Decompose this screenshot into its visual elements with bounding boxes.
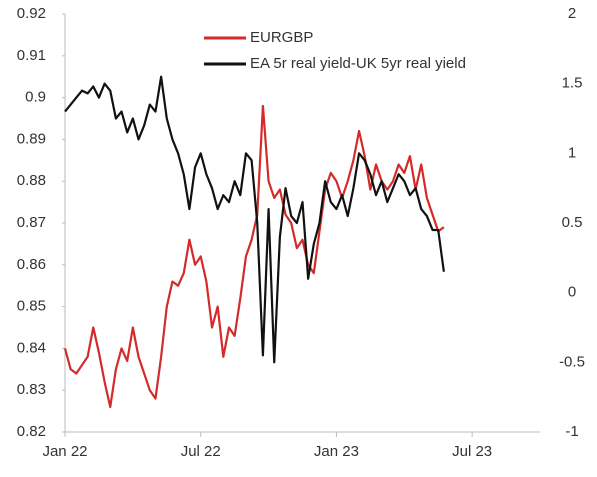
y-tick-label: 0.85 xyxy=(17,298,46,315)
y2-tick-label: 2 xyxy=(568,5,576,22)
series-line xyxy=(64,75,445,364)
y2-tick-label: 1 xyxy=(568,144,576,161)
x-tick-label: Jul 23 xyxy=(452,443,492,460)
legend-label: EA 5r real yield-UK 5yr real yield xyxy=(250,55,466,72)
y-tick-label: 0.88 xyxy=(17,172,46,189)
y-tick-label: 0.82 xyxy=(17,423,46,440)
y-tick-label: 0.91 xyxy=(17,47,46,64)
y-tick-label: 0.86 xyxy=(17,256,46,273)
y-tick-label: 0.83 xyxy=(17,381,46,398)
y2-tick-label: 0.5 xyxy=(562,214,583,231)
y2-tick-label: -0.5 xyxy=(559,353,585,370)
y-tick-label: 0.87 xyxy=(17,214,46,231)
y2-tick-label: 0 xyxy=(568,284,576,301)
y-tick-label: 0.84 xyxy=(17,339,46,356)
x-tick-label: Jan 23 xyxy=(314,443,359,460)
y2-tick-label: -1 xyxy=(565,423,578,440)
legend-label: EURGBP xyxy=(250,29,313,46)
y-tick-label: 0.9 xyxy=(25,89,46,106)
x-tick-label: Jan 22 xyxy=(42,443,87,460)
series-line xyxy=(63,104,445,409)
y2-tick-label: 1.5 xyxy=(562,75,583,92)
y-tick-label: 0.92 xyxy=(17,5,46,22)
y-tick-label: 0.89 xyxy=(17,130,46,147)
x-tick-label: Jul 22 xyxy=(181,443,221,460)
